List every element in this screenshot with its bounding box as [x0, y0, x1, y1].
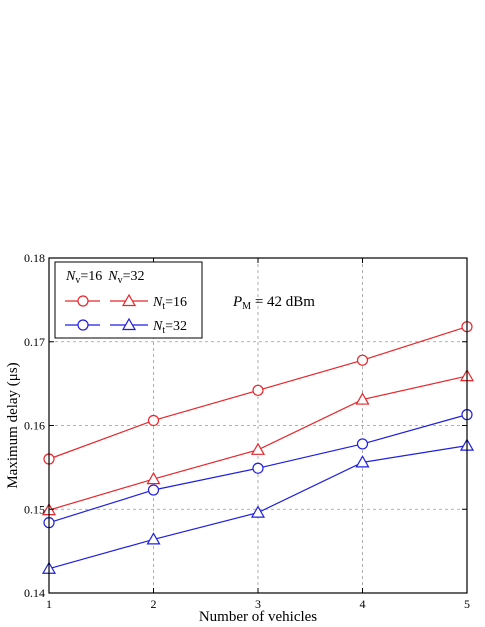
- y-tick-label: 0.15: [24, 502, 45, 516]
- axis-ticks: 1 2 3 4 5 0.14 0.15 0.16 0.17 0.18: [24, 251, 470, 611]
- x-axis-label: Number of vehicles: [199, 609, 317, 625]
- legend-label-nt16: Nt=16: [152, 295, 187, 312]
- data-point-circle: [147, 484, 160, 496]
- data-point-triangle: [146, 532, 161, 545]
- series-nv32-nt32: [41, 438, 475, 574]
- annotation-subscript: M: [242, 301, 251, 312]
- legend-header: Nv=16 Nv=32: [65, 269, 145, 286]
- y-tick-label: 0.14: [24, 586, 45, 600]
- legend-nv32-value: =32: [123, 269, 145, 284]
- series-layer: [41, 321, 475, 574]
- legend-nt32-symbol: N: [152, 319, 163, 334]
- data-point-circle: [147, 414, 160, 427]
- x-tick-label: 3: [255, 597, 261, 611]
- data-point-triangle: [250, 442, 266, 455]
- data-point-circle: [252, 462, 264, 474]
- legend-marker-circle: [77, 319, 89, 331]
- series-nv32-nt16: [41, 368, 475, 516]
- annotation-symbol: P: [232, 294, 242, 310]
- legend-nv32-subscript: v: [118, 275, 123, 286]
- data-point-triangle: [146, 471, 161, 485]
- legend-nv16-symbol: N: [65, 269, 76, 284]
- legend-nv16-subscript: v: [75, 275, 80, 286]
- data-point-circle: [356, 354, 369, 366]
- y-tick-label: 0.17: [24, 335, 45, 349]
- annotation-value: = 42 dBm: [251, 294, 315, 310]
- power-annotation: PM = 42 dBm: [232, 294, 315, 312]
- data-point-circle: [252, 384, 264, 396]
- legend-nv32-symbol: N: [107, 269, 118, 284]
- legend-marker-triangle: [121, 293, 137, 307]
- x-tick-label: 4: [360, 597, 366, 611]
- legend-marker-triangle: [121, 317, 137, 331]
- legend-nt16-symbol: N: [152, 295, 163, 310]
- data-point-triangle: [250, 505, 266, 518]
- legend-nt32-value: =32: [165, 319, 187, 334]
- legend-nt16-subscript: t: [162, 301, 165, 312]
- legend-row-nt16: [65, 293, 148, 307]
- legend: Nv=16 Nv=32 Nt=16 Nt=32: [54, 261, 203, 339]
- legend-nv16-value: =16: [80, 269, 102, 284]
- legend-nt32-subscript: t: [162, 325, 165, 336]
- series-nv16-nt16: [43, 321, 473, 465]
- y-tick-label: 0.18: [24, 251, 45, 265]
- legend-marker-circle: [77, 295, 89, 307]
- data-point-circle: [356, 438, 369, 450]
- legend-label-nt32: Nt=32: [152, 319, 187, 336]
- data-point-triangle: [355, 392, 370, 405]
- legend-row-nt32: [65, 317, 148, 331]
- y-tick-label: 0.16: [24, 419, 45, 433]
- y-axis-label: Maximum delay (μs): [5, 362, 21, 488]
- data-point-triangle: [355, 455, 370, 468]
- legend-nt16-value: =16: [165, 295, 187, 310]
- x-tick-label: 2: [151, 597, 157, 611]
- x-tick-label: 1: [46, 597, 52, 611]
- x-tick-label: 5: [464, 597, 470, 611]
